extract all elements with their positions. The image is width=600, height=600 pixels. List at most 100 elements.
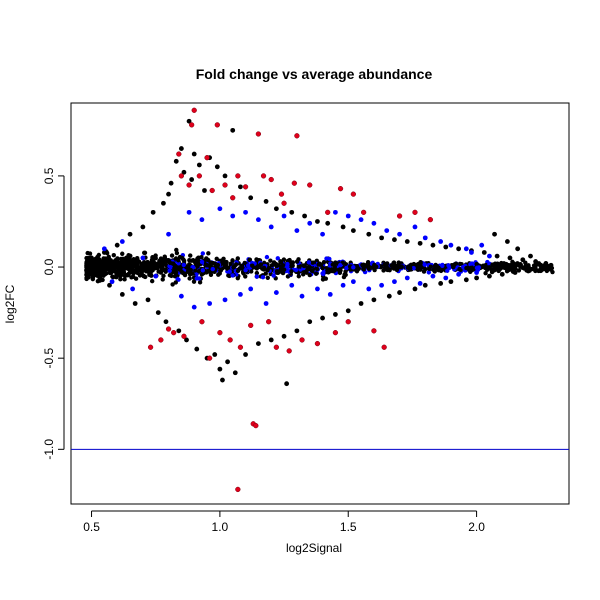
blue-point bbox=[307, 220, 313, 226]
blue-point bbox=[448, 242, 454, 248]
point-cloud-texture bbox=[84, 247, 555, 287]
blue-point bbox=[397, 231, 402, 237]
blue-point bbox=[294, 228, 300, 233]
blue-point bbox=[130, 286, 136, 292]
blue-point bbox=[101, 246, 107, 252]
blue-point bbox=[222, 297, 228, 303]
black-point bbox=[212, 352, 218, 357]
blue-point bbox=[456, 271, 462, 277]
red-point bbox=[266, 319, 272, 325]
red-point bbox=[186, 182, 192, 188]
blue-point bbox=[315, 286, 320, 292]
black-point bbox=[417, 240, 423, 246]
red-point bbox=[345, 319, 351, 325]
blue-point bbox=[469, 250, 474, 255]
black-point bbox=[443, 244, 449, 250]
red-point bbox=[332, 330, 339, 336]
blue-point bbox=[191, 304, 197, 310]
data-points bbox=[84, 107, 555, 493]
black-point bbox=[294, 328, 300, 334]
black-point bbox=[238, 184, 243, 190]
x-tick-label: 0.5 bbox=[83, 520, 100, 534]
plot-frame bbox=[70, 102, 570, 505]
black-point bbox=[230, 127, 236, 133]
black-point bbox=[225, 359, 230, 365]
y-tick-label: -1.0 bbox=[42, 439, 56, 460]
black-point bbox=[358, 301, 364, 306]
black-point bbox=[189, 177, 195, 182]
x-axis-title: log2Signal bbox=[286, 541, 342, 555]
blue-point bbox=[340, 282, 346, 288]
black-point bbox=[366, 231, 372, 237]
black-point bbox=[448, 279, 454, 285]
black-point bbox=[412, 286, 418, 292]
black-point bbox=[525, 268, 531, 274]
red-point bbox=[350, 191, 357, 197]
black-point bbox=[499, 271, 505, 277]
red-point bbox=[196, 173, 203, 179]
blue-point bbox=[268, 224, 274, 230]
black-point bbox=[140, 224, 146, 230]
blue-point bbox=[384, 228, 390, 233]
black-point bbox=[173, 158, 179, 164]
blue-point bbox=[207, 301, 213, 306]
black-point bbox=[386, 293, 392, 299]
x-tick-label: 1.0 bbox=[212, 520, 229, 534]
blue-point bbox=[166, 231, 171, 237]
black-point bbox=[371, 297, 377, 303]
black-point bbox=[422, 282, 428, 288]
black-point bbox=[178, 146, 184, 151]
black-point bbox=[487, 273, 492, 279]
red-point bbox=[255, 131, 262, 137]
blue-point bbox=[119, 239, 125, 244]
red-point bbox=[230, 195, 236, 201]
black-point bbox=[494, 253, 500, 259]
blue-point bbox=[345, 213, 351, 219]
black-point bbox=[168, 180, 174, 186]
black-point bbox=[268, 337, 274, 343]
black-point bbox=[350, 228, 356, 233]
red-point bbox=[209, 187, 215, 194]
red-point bbox=[191, 107, 197, 113]
blue-point bbox=[366, 286, 372, 292]
red-point bbox=[337, 186, 344, 192]
black-point bbox=[289, 209, 295, 215]
blue-point bbox=[333, 209, 338, 215]
blue-point bbox=[230, 213, 236, 219]
red-point bbox=[217, 330, 223, 336]
black-point bbox=[176, 328, 182, 334]
red-point bbox=[294, 133, 300, 139]
red-point bbox=[171, 330, 177, 336]
red-point bbox=[412, 209, 418, 216]
red-point bbox=[227, 337, 233, 343]
black-point bbox=[392, 237, 397, 243]
black-point bbox=[307, 319, 313, 325]
blue-point bbox=[327, 291, 333, 297]
black-point bbox=[345, 308, 351, 314]
black-point bbox=[504, 239, 510, 244]
blue-point bbox=[199, 217, 205, 223]
black-point bbox=[222, 173, 228, 179]
chart-title: Fold change vs average abundance bbox=[196, 66, 433, 82]
red-point bbox=[314, 340, 321, 347]
black-point bbox=[214, 164, 220, 170]
blue-point bbox=[392, 279, 397, 285]
red-point bbox=[199, 319, 205, 325]
blue-point bbox=[140, 255, 146, 261]
red-point bbox=[214, 122, 220, 128]
black-point bbox=[217, 366, 223, 372]
red-point bbox=[268, 176, 274, 183]
black-point bbox=[94, 270, 100, 275]
red-point bbox=[278, 191, 285, 197]
black-point bbox=[492, 231, 497, 237]
red-point bbox=[206, 355, 213, 361]
x-axis: 0.5 1.0 1.5 2.0 bbox=[83, 510, 485, 534]
blue-point bbox=[379, 282, 385, 288]
black-point bbox=[132, 301, 138, 306]
blue-point bbox=[289, 282, 295, 288]
red-point bbox=[281, 200, 287, 206]
blue-point bbox=[186, 209, 192, 215]
red-point bbox=[273, 344, 280, 350]
blue-point bbox=[412, 224, 418, 230]
